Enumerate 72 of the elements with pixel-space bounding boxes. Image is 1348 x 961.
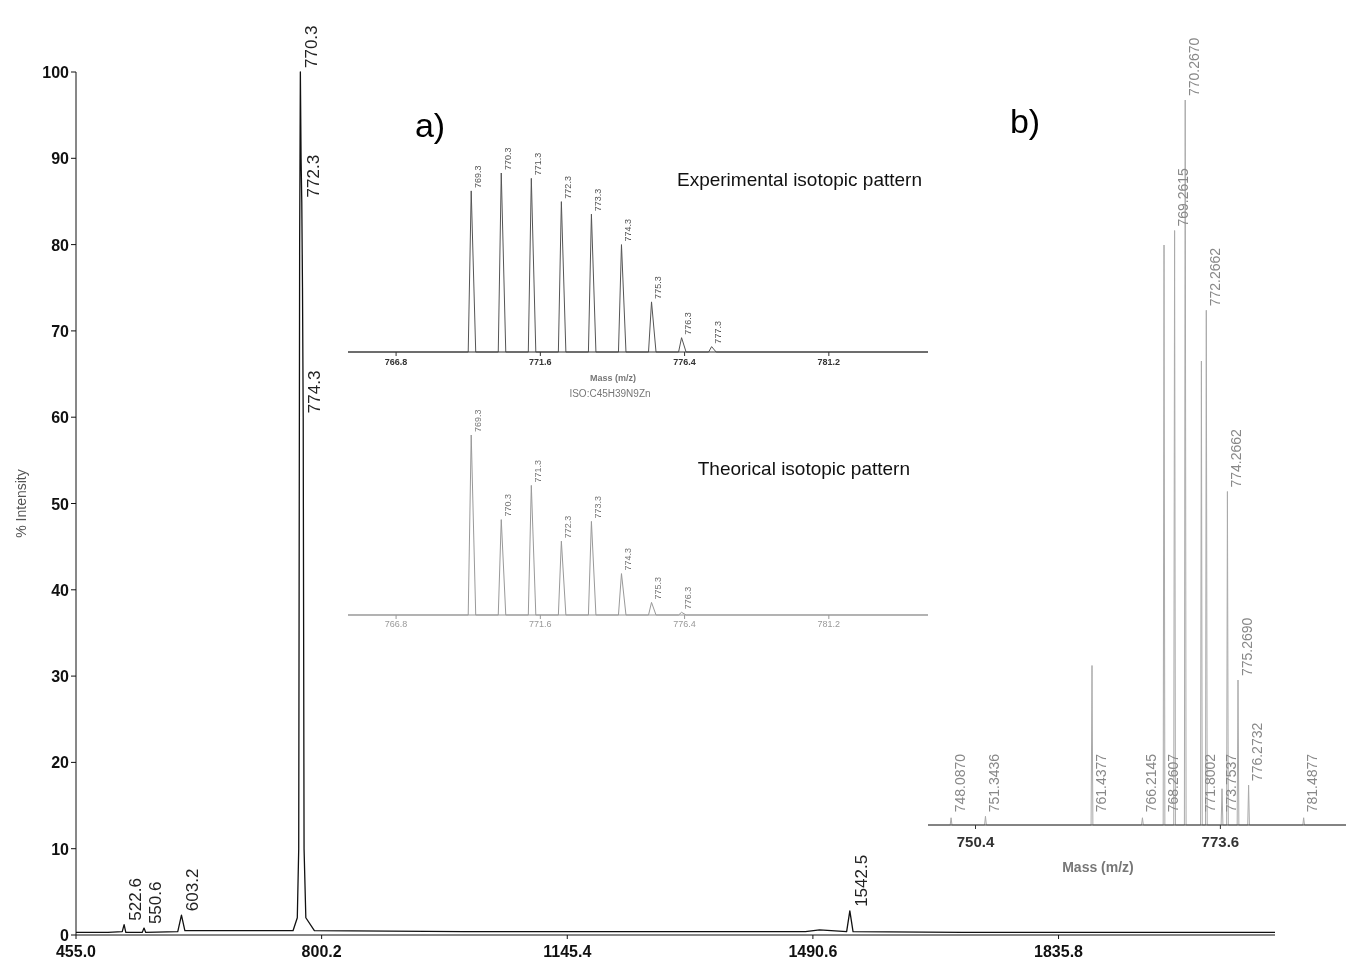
y-tick-label: 100	[42, 64, 70, 81]
annotation: ISO:C45H39N9Zn	[569, 388, 651, 399]
text: Theorical isotopic pattern	[697, 458, 910, 479]
y-tick-label: 90	[51, 150, 70, 168]
annotation: 775.3	[652, 276, 663, 299]
x-tick-label: 766.8	[384, 357, 408, 367]
annotation: 769.3	[472, 165, 483, 188]
annotation: 772.3	[303, 154, 323, 198]
annotation: 776.3	[682, 586, 693, 610]
annotation: 770.3	[302, 25, 322, 68]
x-tick-label: 750.4	[956, 833, 995, 850]
annotation: 603.2	[183, 868, 203, 912]
y-tick-label: 50	[51, 495, 70, 513]
annotation: 771.3	[532, 152, 543, 176]
x-axis-title: Mass (m/z)	[589, 373, 637, 383]
annotation: 772.2662	[1207, 247, 1224, 307]
annotation: 774.3	[305, 370, 325, 414]
annotation: 773.7537	[1222, 753, 1239, 813]
annotation: 772.3	[562, 176, 573, 199]
annotation: 748.0870	[951, 753, 968, 813]
annotation: 777.3	[712, 321, 723, 344]
annotation: 775.3	[652, 576, 663, 600]
x-axis-title: Mass (m/z)	[1062, 859, 1134, 875]
annotation: 769.2615	[1175, 167, 1192, 227]
annotation: 769.3	[472, 409, 483, 432]
annotation: 774.3	[622, 219, 633, 242]
annotation: 751.3436	[986, 753, 1003, 813]
annotation: 771.8002	[1202, 753, 1219, 813]
annotation: 770.3	[502, 147, 513, 170]
y-tick-label: 0	[60, 927, 70, 944]
annotation: 1542.5	[851, 854, 871, 907]
x-tick-label: 766.8	[384, 619, 408, 629]
annotation: 773.3	[592, 188, 603, 212]
annotation: 781.4877	[1304, 753, 1321, 813]
x-tick-label: 776.4	[673, 357, 696, 367]
annotation: 771.3	[532, 459, 543, 483]
annotation: 761.4377	[1092, 753, 1109, 813]
y-tick-label: 80	[51, 236, 70, 254]
annotation: 768.2607	[1164, 753, 1181, 813]
y-tick-label: 20	[51, 754, 70, 772]
y-tick-label: 70	[51, 322, 70, 340]
x-tick-label: 776.4	[673, 619, 696, 629]
y-tick-label: 30	[51, 668, 70, 686]
annotation: 773.3	[592, 495, 603, 519]
annotation: 550.6	[145, 881, 165, 925]
y-axis-title: % Intensity	[13, 469, 29, 538]
x-tick-label: 455.0	[55, 943, 97, 960]
y-tick-label: 60	[51, 409, 70, 427]
annotation: 776.2732	[1249, 722, 1266, 782]
x-tick-label: 1145.4	[543, 943, 592, 960]
annotation: 770.3	[502, 494, 513, 517]
x-tick-label: 781.2	[817, 619, 841, 629]
annotation: 776.3	[682, 312, 693, 335]
x-tick-label: 771.6	[529, 619, 552, 629]
chart-title: Experimental isotopic pattern	[676, 169, 922, 190]
x-tick-label: 781.2	[817, 357, 841, 367]
y-tick-label: 40	[51, 581, 70, 599]
x-tick-label: 773.6	[1201, 833, 1240, 850]
x-tick-label: 800.2	[301, 943, 342, 960]
annotation: 766.2145	[1143, 753, 1160, 813]
annotation: 774.2662	[1228, 428, 1245, 488]
x-tick-label: 1835.8	[1034, 943, 1084, 960]
x-tick-label: 771.6	[529, 357, 552, 367]
annotation: 775.2690	[1238, 617, 1255, 676]
annotation: 772.3	[562, 515, 573, 539]
annotation: 770.2670	[1186, 37, 1203, 96]
y-tick-label: 10	[51, 840, 70, 858]
x-tick-label: 1490.6	[788, 943, 838, 960]
annotation: b)	[1009, 102, 1041, 140]
annotation: 522.6	[126, 878, 145, 921]
annotation: 774.3	[622, 548, 633, 571]
annotation: a)	[414, 106, 446, 144]
